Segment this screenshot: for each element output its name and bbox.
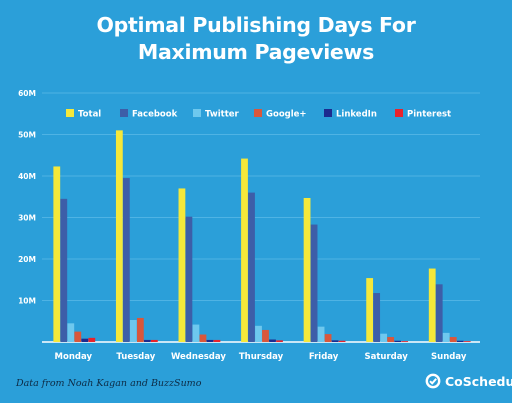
bar-google-friday [324,334,332,342]
bar-facebook-wednesday [185,216,193,342]
bar-total-wednesday [178,188,186,342]
bar-linkedin-monday [81,338,89,342]
bar-total-friday [303,197,311,342]
bar-pinterest-sunday [463,341,471,342]
bar-linkedin-saturday [394,340,402,342]
y-tick-label: 20M [18,255,36,264]
legend-label: Twitter [205,110,240,120]
y-tick-label: 30M [18,214,36,223]
bar-pinterest-friday [338,340,346,342]
bar-google-tuesday [136,317,144,342]
x-tick-label: Thursday [239,352,284,362]
legend-label: Pinterest [407,110,451,120]
bar-pinterest-monday [88,337,96,342]
bar-twitter-friday [317,326,325,342]
bar-twitter-saturday [380,333,388,342]
legend-swatch [120,109,128,117]
legend-swatch [66,109,74,117]
chart-title-line-2: Maximum Pageviews [137,40,375,64]
brand-name: CoSchedule [445,373,512,389]
bar-google-wednesday [199,334,207,342]
x-tick-label: Saturday [365,352,409,362]
legend-swatch [193,109,201,117]
bar-google-thursday [262,329,269,342]
legend-swatch [324,109,332,117]
bar-pinterest-thursday [276,340,283,342]
x-tick-label: Friday [309,352,339,362]
coschedule-logo-icon [425,373,441,389]
bar-total-tuesday [115,130,123,342]
bar-facebook-sunday [435,284,443,342]
y-tick-label: 60M [18,89,36,98]
y-tick-label: 40M [18,172,36,181]
bar-total-saturday [366,278,374,342]
x-tick-label: Monday [55,352,93,362]
bar-twitter-monday [67,323,75,342]
legend-label: Facebook [132,110,178,120]
bar-linkedin-thursday [269,339,276,342]
bar-total-monday [53,166,61,342]
bar-google-monday [74,331,82,342]
legend-swatch [254,109,262,117]
bar-facebook-friday [310,224,318,342]
bar-total-thursday [241,158,248,342]
bar-linkedin-sunday [456,340,464,342]
x-tick-label: Wednesday [171,352,226,362]
bar-twitter-sunday [442,332,450,342]
x-tick-label: Tuesday [116,352,155,362]
bar-twitter-tuesday [129,320,137,342]
bar-linkedin-wednesday [206,339,214,342]
bar-pinterest-tuesday [150,339,158,342]
legend-swatch [395,109,403,117]
bar-pinterest-wednesday [213,339,221,342]
bar-twitter-thursday [255,325,262,342]
chart-title-line-1: Optimal Publishing Days For [96,13,416,37]
chart-title: Optimal Publishing Days For Maximum Page… [0,12,512,66]
legend-label: LinkedIn [336,110,377,120]
bar-facebook-tuesday [122,178,130,342]
bar-facebook-saturday [373,293,381,342]
bar-facebook-monday [60,198,68,342]
x-tick-label: Sunday [431,352,467,362]
brand-logo: CoSchedule [425,373,512,389]
legend-label: Total [78,110,101,120]
bar-facebook-thursday [248,192,255,342]
y-tick-label: 50M [18,131,36,140]
bar-twitter-wednesday [192,324,200,342]
data-source-credit: Data from Noah Kagan and BuzzSumo [16,378,202,389]
legend-label: Google+ [266,110,307,120]
bar-linkedin-tuesday [143,339,151,342]
bar-pinterest-saturday [401,341,409,342]
bar-linkedin-friday [331,340,339,342]
bar-google-saturday [387,337,395,342]
y-tick-label: 10M [18,297,36,306]
bar-google-sunday [449,337,457,342]
bar-total-sunday [428,268,436,342]
